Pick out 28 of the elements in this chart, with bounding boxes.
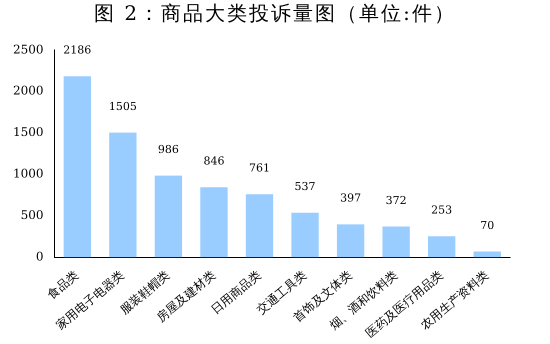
- bar: [382, 226, 410, 258]
- data-label: 253: [431, 204, 452, 217]
- bar: [64, 76, 91, 258]
- y-tick-label: 1000: [12, 166, 44, 181]
- bar: [109, 132, 137, 258]
- bar: [428, 236, 456, 258]
- bar: [336, 224, 364, 258]
- data-label: 70: [480, 218, 494, 232]
- y-tick-label: 0: [36, 249, 44, 264]
- data-label: 986: [158, 142, 179, 156]
- data-label: 372: [386, 194, 407, 207]
- y-tick-label: 2000: [12, 84, 44, 98]
- data-label: 2186: [63, 44, 92, 57]
- data-label: 1505: [108, 100, 137, 113]
- bar: [291, 212, 319, 258]
- bar: [474, 251, 501, 258]
- chart-title: 图 2：商品大类投诉量图（单位:件）: [93, 0, 457, 27]
- data-label: 846: [203, 154, 224, 168]
- y-tick-label: 2500: [12, 42, 44, 56]
- bar: [246, 194, 274, 258]
- x-tick-label: 食品类: [44, 268, 82, 302]
- bar: [200, 187, 228, 258]
- data-label: 397: [340, 192, 362, 205]
- y-tick-label: 1500: [12, 125, 44, 140]
- bar: [154, 176, 182, 258]
- data-label: 761: [248, 162, 270, 175]
- y-tick-label: 500: [20, 208, 44, 222]
- data-label: 537: [294, 180, 316, 194]
